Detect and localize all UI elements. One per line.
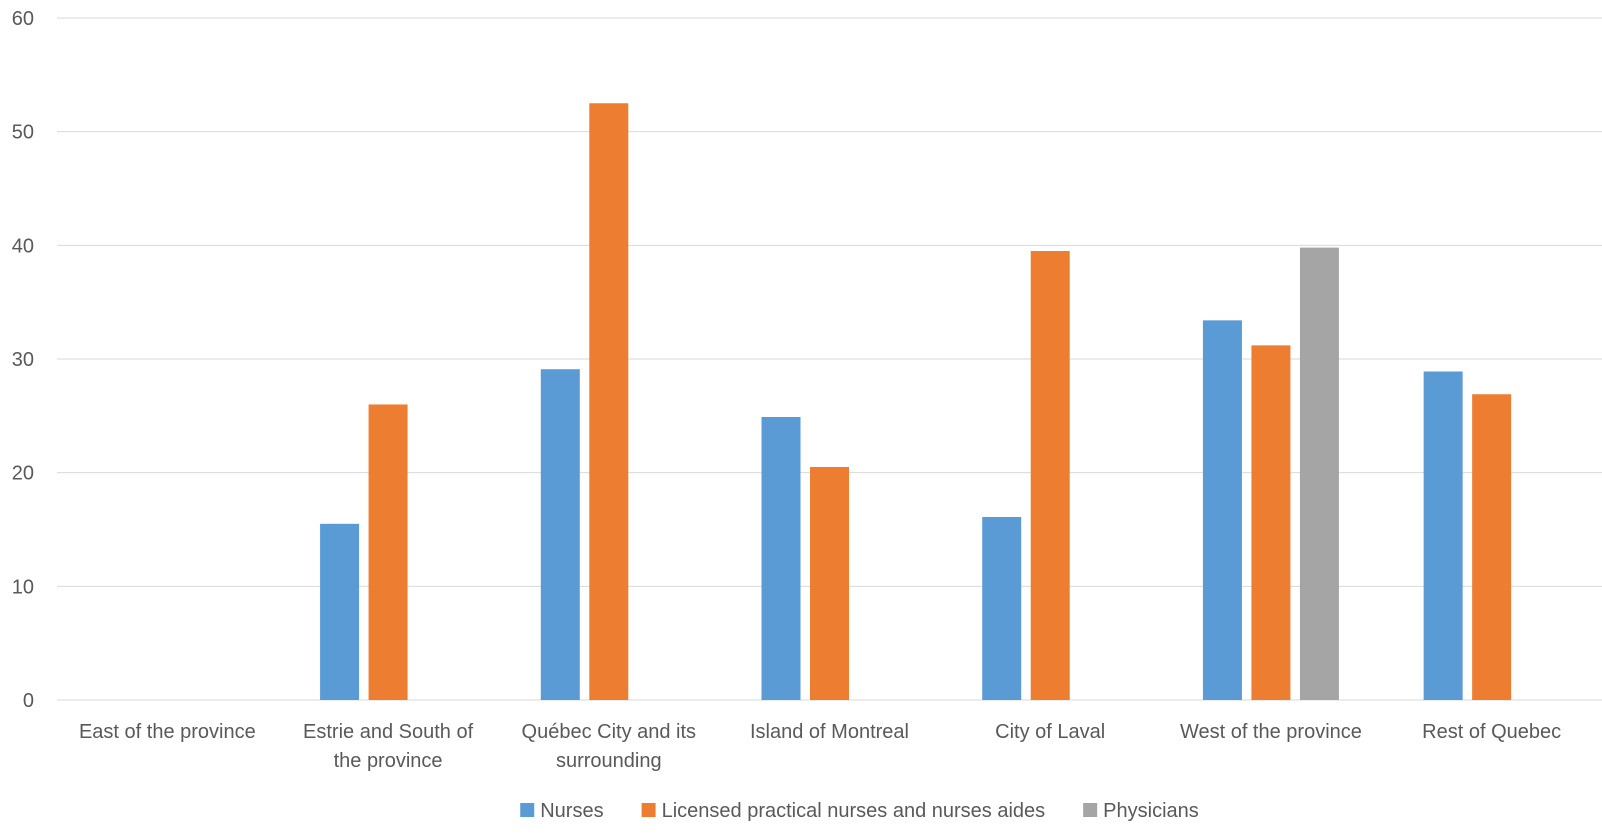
bar-nurses-1	[320, 523, 360, 700]
y-tick-label-40: 40	[12, 235, 34, 257]
legend-label-0: Nurses	[540, 800, 603, 822]
bar-licensed-1	[368, 404, 408, 700]
bar-licensed-2	[589, 103, 629, 700]
bar-licensed-5	[1251, 345, 1291, 700]
y-tick-label-50: 50	[12, 122, 34, 144]
y-tick-label-30: 30	[12, 349, 34, 371]
y-tick-label-0: 0	[23, 690, 34, 712]
y-tick-label-60: 60	[12, 8, 34, 30]
x-tick-label-5: West of the province	[1180, 721, 1362, 743]
bar-nurses-2	[540, 369, 580, 700]
legend-swatch-2	[1083, 803, 1098, 817]
bar-nurses-3	[761, 416, 801, 700]
x-tick-label-6: Rest of Quebec	[1422, 721, 1561, 743]
x-tick-label-1: Estrie and South of the province	[303, 721, 474, 772]
legend-swatch-0	[520, 803, 535, 817]
bar-licensed-4	[1030, 251, 1070, 700]
bar-licensed-3	[810, 466, 849, 700]
x-tick-label-2: Québec City and its surrounding	[522, 721, 697, 772]
bar-nurses-4	[982, 516, 1022, 700]
legend-swatch-1	[641, 803, 656, 817]
legend-label-1: Licensed practical nurses and nurses aid…	[662, 800, 1046, 822]
y-tick-label-20: 20	[12, 463, 34, 485]
bar-nurses-6	[1423, 371, 1463, 700]
bar-licensed-6	[1472, 394, 1512, 700]
bar-nurses-5	[1202, 320, 1242, 700]
x-tick-label-3: Island of Montreal	[750, 721, 909, 743]
bar-physicians-5	[1299, 247, 1339, 700]
legend-label-2: Physicians	[1103, 800, 1199, 822]
x-tick-label-4: City of Laval	[995, 721, 1105, 743]
x-tick-label-0: East of the province	[79, 721, 256, 743]
y-tick-label-10: 10	[12, 576, 34, 598]
